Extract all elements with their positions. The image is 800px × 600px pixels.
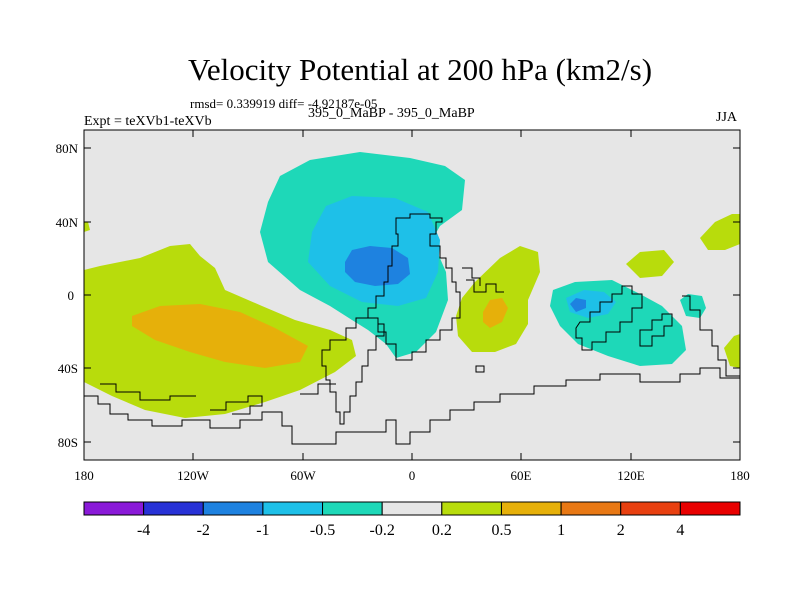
orange-contour-west (132, 304, 308, 368)
colorbar-label: -0.2 (370, 522, 395, 539)
map-title: Velocity Potential at 200 hPa (km2/s) (187, 52, 653, 87)
colorbar-label: 0.5 (491, 522, 511, 539)
positive-contour-east-pacific (724, 334, 740, 368)
lat-label-80s: 80S (58, 435, 78, 450)
continent-outline-australia-east (682, 295, 740, 377)
colorbar-box (381, 501, 443, 516)
lon-label-120w: 120W (177, 468, 210, 483)
blue-contour-atlantic (345, 246, 410, 286)
lon-label-180-left: 180 (74, 468, 94, 483)
blue-contour-indian-ocean (570, 298, 586, 312)
colorbar-box (262, 501, 324, 516)
rmsd-diff-stats: rmsd= 0.339919 diff= -4.92187e-05 (190, 96, 378, 111)
lat-label-80n: 80N (56, 141, 79, 156)
colorbar-box (143, 501, 204, 516)
experiment-label: Expt = teXVb1-teXVb (84, 114, 212, 129)
colorbar-box (322, 501, 383, 516)
lon-label-180-right: 180 (730, 468, 750, 483)
case-label: 395_0_MaBP - 395_0_MaBP (308, 106, 475, 121)
colorbar-label: -0.5 (310, 522, 335, 539)
continent-outline-maritime (639, 313, 673, 347)
continent-outline-india (466, 279, 504, 293)
continent-outline-drake (300, 383, 336, 395)
orange-contour-africa (483, 298, 508, 328)
colorbar-box (500, 501, 562, 516)
colorbar-box (679, 501, 741, 516)
colorbar-box (441, 501, 502, 516)
colorbar-label: 4 (676, 522, 684, 539)
positive-contour-north-pacific (700, 214, 740, 250)
lon-label-60e: 60E (511, 468, 532, 483)
lon-label-60w: 60W (290, 468, 316, 483)
colorbar-label: -2 (197, 522, 210, 539)
axis-ticks (84, 130, 740, 460)
positive-contour-dateline-west (84, 222, 90, 232)
continent-outline-southeast-asia (575, 285, 643, 351)
colorbar: -4 -2 -1 -0.5 -0.2 0.2 0.5 1 2 4 (83, 501, 741, 539)
season-label: JJA (716, 110, 738, 125)
colorbar-box (202, 501, 264, 516)
lat-label-40n: 40N (56, 215, 79, 230)
continent-outline-south-american-tip (210, 395, 263, 415)
continent-outline-africa-arabia (367, 213, 461, 361)
lat-label-0: 0 (68, 288, 75, 303)
lon-label-120e: 120E (617, 468, 645, 483)
continent-outline-isle (475, 365, 485, 373)
colorbar-box (83, 501, 145, 516)
lon-label-0: 0 (409, 468, 416, 483)
colorbar-label: -4 (137, 522, 150, 539)
continent-outline-antarctic-coast (84, 367, 740, 445)
continent-outline-north-america-stub (462, 267, 481, 286)
continent-outline-antarctic-west (100, 383, 196, 401)
colorbar-label: -1 (256, 522, 269, 539)
colorbar-label: 2 (617, 522, 625, 539)
contour-fields (84, 152, 740, 418)
lat-label-40s: 40S (58, 361, 78, 376)
colorbar-label: 0.2 (432, 522, 452, 539)
continent-outlines (84, 213, 740, 445)
colorbar-label: 1 (557, 522, 565, 539)
colorbar-box (560, 501, 622, 516)
positive-contour-east-asia (626, 250, 674, 278)
continent-outline-south-america (321, 317, 385, 425)
colorbar-box (620, 501, 681, 516)
